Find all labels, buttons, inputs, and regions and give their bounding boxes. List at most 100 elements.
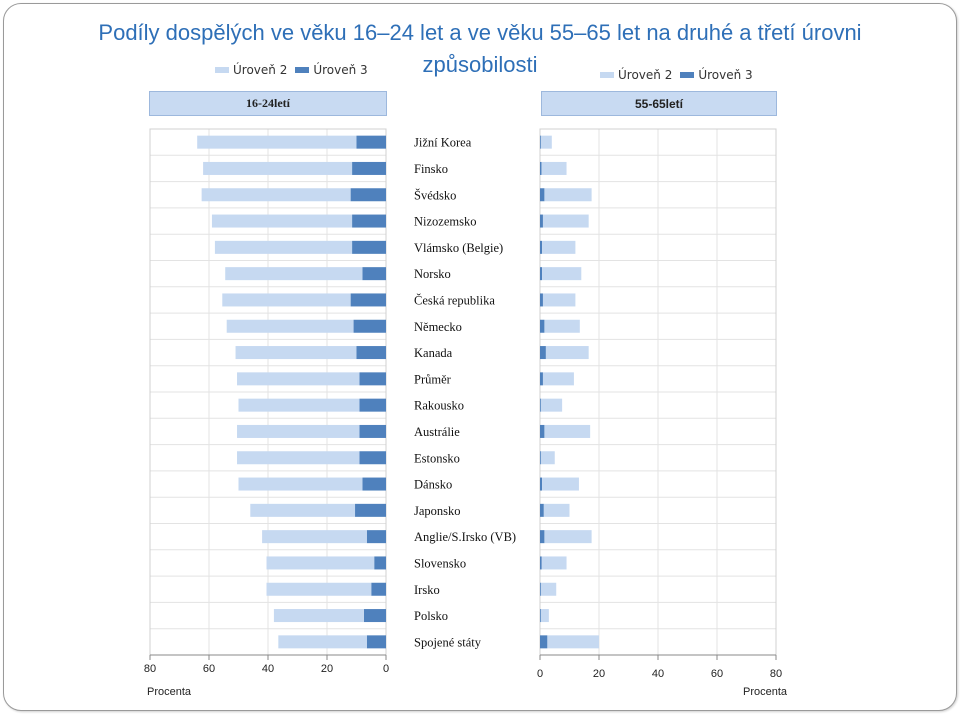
chart-title: Podíly dospělých ve věku 16–24 let a ve … (98, 20, 862, 45)
bar-left-level3 (366, 635, 386, 649)
bar-left-level2 (237, 451, 360, 465)
xtick-label-left: 80 (144, 663, 156, 675)
country-label: Rakousko (414, 399, 464, 413)
bar-right-level3 (540, 240, 543, 254)
legend-label-level2: Úroveň 2 (233, 63, 288, 77)
bar-left-level3 (363, 609, 386, 623)
xtick-label-right: 0 (537, 668, 543, 680)
country-label: Průměr (414, 372, 452, 386)
xtick-label-left: 0 (383, 663, 389, 675)
bar-left-level3 (359, 424, 386, 438)
bar-right-level2 (542, 267, 582, 281)
bar-right-level2 (540, 398, 563, 412)
bar-right-level3 (540, 530, 545, 544)
bar-right-level3 (540, 424, 545, 438)
country-label: Česká republika (414, 293, 495, 307)
bar-right-level3 (540, 346, 546, 360)
legend-swatch-level3 (295, 67, 310, 73)
country-label: Německo (414, 320, 462, 334)
xaxis-label-right: Procenta (743, 686, 788, 698)
xtick-label-right: 40 (652, 668, 664, 680)
bar-right-level2 (544, 319, 580, 333)
bar-left-level2 (262, 530, 367, 544)
country-label: Japonsko (414, 504, 461, 518)
bar-left-level3 (356, 135, 386, 149)
bar-left-level3 (362, 267, 386, 281)
bar-right-level2 (540, 609, 549, 623)
country-label: Slovensko (414, 556, 466, 570)
country-label: Polsko (414, 609, 448, 623)
bar-right-level2 (542, 477, 579, 491)
bar-left-level3 (359, 372, 386, 386)
bar-left-level3 (366, 530, 386, 544)
bar-right-level3 (540, 161, 542, 175)
bar-right-level2 (541, 556, 567, 570)
country-label: Austrálie (414, 425, 460, 439)
bar-right-level2 (541, 161, 567, 175)
legend-label-level3: Úroveň 3 (313, 63, 368, 77)
country-label: Irsko (414, 583, 440, 597)
bar-left-level2 (211, 214, 353, 228)
bar-right-level2 (543, 503, 570, 517)
bar-right-level2 (540, 451, 555, 465)
bar-left-level2 (238, 477, 363, 491)
panel-header-55-65: 55-65letí (541, 91, 777, 116)
bar-left-level2 (237, 372, 360, 386)
bar-right-level2 (544, 424, 591, 438)
bar-right-level3 (540, 267, 543, 281)
country-label: Kanada (414, 346, 453, 360)
country-label: Švédsko (414, 188, 456, 202)
bar-right-level3 (540, 477, 543, 491)
bar-left-level2 (225, 267, 363, 281)
bar-right-level3 (540, 188, 545, 202)
panel-header-16-24: 16-24letí (149, 91, 387, 116)
bar-left-level2 (266, 582, 372, 596)
xtick-label-right: 20 (593, 668, 605, 680)
bar-right-level2 (542, 240, 576, 254)
bar-right-level3 (540, 451, 541, 465)
bar-left-level3 (355, 503, 386, 517)
bar-left-level3 (359, 398, 386, 412)
bar-left-level2 (250, 503, 356, 517)
bar-left-level3 (352, 161, 386, 175)
bar-left-level2 (235, 346, 357, 360)
country-label: Vlámsko (Belgie) (414, 241, 503, 255)
bar-left-level3 (352, 214, 386, 228)
bar-left-level2 (203, 161, 353, 175)
xtick-label-right: 60 (711, 668, 723, 680)
bar-left-level3 (352, 240, 386, 254)
bar-left-level2 (278, 635, 367, 649)
xtick-label-left: 20 (321, 663, 333, 675)
legend-swatch-level2 (215, 67, 229, 73)
bar-left-level3 (359, 451, 386, 465)
country-label: Dánsko (414, 478, 452, 492)
bar-left-level2 (238, 398, 360, 412)
bar-right-level2 (542, 293, 576, 307)
bar-right-level3 (540, 319, 545, 333)
country-label: Nizozemsko (414, 215, 476, 229)
bar-left-level2 (237, 424, 360, 438)
bar-right-level2 (544, 188, 592, 202)
bar-left-level3 (350, 188, 386, 202)
bar-left-level3 (374, 556, 386, 570)
country-label: Jižní Korea (414, 136, 472, 150)
bar-left-level3 (371, 582, 386, 596)
bar-right-level3 (540, 503, 544, 517)
bar-left-level2 (197, 135, 357, 149)
bar-right-level3 (540, 372, 543, 386)
bar-left-level2 (214, 240, 353, 254)
bar-right-level3 (540, 609, 541, 623)
bar-right-level2 (545, 346, 589, 360)
country-label: Anglie/S.Irsko (VB) (414, 530, 516, 544)
bar-right-level3 (540, 635, 548, 649)
legend-swatch-level3 (680, 72, 695, 78)
bar-left-level3 (350, 293, 386, 307)
bar-left-level2 (226, 319, 354, 333)
bar-left-level3 (353, 319, 386, 333)
bar-left-level2 (273, 609, 364, 623)
bar-left-level2 (201, 188, 351, 202)
bar-right-level2 (540, 135, 552, 149)
legend-left: Úroveň 2 Úroveň 3 (215, 63, 376, 77)
bar-right-level3 (540, 556, 542, 570)
